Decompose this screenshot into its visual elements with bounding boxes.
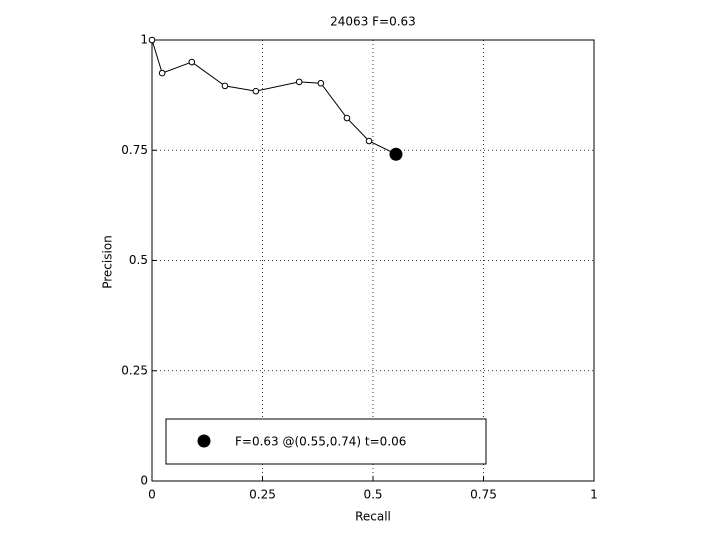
x-tick-label: 0.5 (363, 488, 382, 502)
curve (151, 39, 397, 155)
point (343, 114, 351, 122)
point (365, 137, 373, 145)
x-tick-label: 0 (148, 488, 156, 502)
point (221, 82, 229, 90)
x-axis-label: Recall (355, 510, 391, 524)
y-axis-label: Precision (101, 235, 115, 289)
chart-title: 24063 F=0.63 (330, 15, 416, 29)
y-tick-label: 0.75 (121, 143, 148, 157)
point (317, 79, 325, 87)
legend-marker (197, 434, 211, 448)
x-tick-label: 0.25 (249, 488, 276, 502)
point (158, 69, 166, 77)
y-tick-label: 0.25 (121, 363, 148, 377)
best-point (389, 147, 403, 161)
legend-box (165, 418, 487, 465)
y-tick-label: 0 (140, 474, 148, 488)
legend-label: F=0.63 @(0.55,0.74) t=0.06 (235, 435, 406, 449)
plot-frame (151, 39, 595, 482)
point (188, 58, 196, 66)
x-tick-label: 0.75 (470, 488, 497, 502)
x-tick-label: 1 (590, 488, 598, 502)
point (295, 78, 303, 86)
y-tick-label: 0.5 (129, 253, 148, 267)
point (148, 36, 156, 44)
point (252, 87, 260, 95)
y-tick-label: 1 (140, 33, 148, 47)
